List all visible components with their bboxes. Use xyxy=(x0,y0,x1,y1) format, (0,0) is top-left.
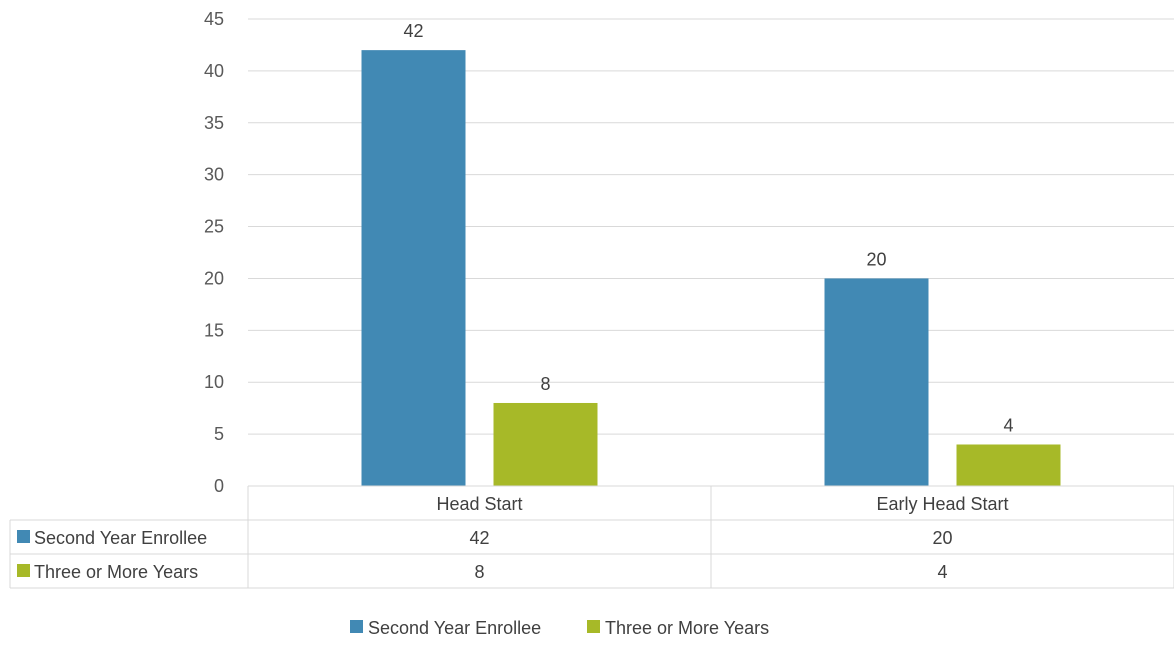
legend-label: Three or More Years xyxy=(605,618,769,638)
y-tick-label: 20 xyxy=(204,268,224,288)
table-cell: 42 xyxy=(469,528,489,548)
category-label: Head Start xyxy=(436,494,522,514)
y-tick-label: 25 xyxy=(204,217,224,237)
y-tick-label: 15 xyxy=(204,320,224,340)
table-series-label: Three or More Years xyxy=(34,562,198,582)
bars xyxy=(361,50,1061,487)
y-tick-label: 0 xyxy=(214,476,224,496)
y-axis-tick-labels: 0 5 10 15 20 25 30 35 40 45 xyxy=(204,9,224,496)
y-tick-label: 45 xyxy=(204,9,224,29)
table-series-label: Second Year Enrollee xyxy=(34,528,207,548)
legend-swatch xyxy=(350,620,363,633)
table-legend-key xyxy=(17,564,30,577)
bar xyxy=(493,402,598,486)
bar xyxy=(956,444,1061,486)
table-cell: 4 xyxy=(937,562,947,582)
y-tick-label: 30 xyxy=(204,165,224,185)
y-tick-label: 40 xyxy=(204,61,224,81)
table-legend-key xyxy=(17,530,30,543)
data-labels: 42 8 20 4 xyxy=(403,21,1013,435)
legend-label: Second Year Enrollee xyxy=(368,618,541,638)
table-cell: 8 xyxy=(474,562,484,582)
legend: Second Year Enrollee Three or More Years xyxy=(350,618,769,638)
data-table: Head Start Early Head Start Second Year En… xyxy=(9,485,1174,589)
table-cell: 20 xyxy=(932,528,952,548)
legend-swatch xyxy=(587,620,600,633)
category-label: Early Head Start xyxy=(876,494,1008,514)
data-label: 8 xyxy=(540,374,550,394)
data-label: 4 xyxy=(1003,415,1013,435)
y-tick-label: 35 xyxy=(204,113,224,133)
y-tick-label: 5 xyxy=(214,424,224,444)
bar xyxy=(824,278,929,486)
bar xyxy=(361,50,466,487)
y-tick-label: 10 xyxy=(204,372,224,392)
data-label: 42 xyxy=(403,21,423,41)
data-label: 20 xyxy=(866,249,886,269)
